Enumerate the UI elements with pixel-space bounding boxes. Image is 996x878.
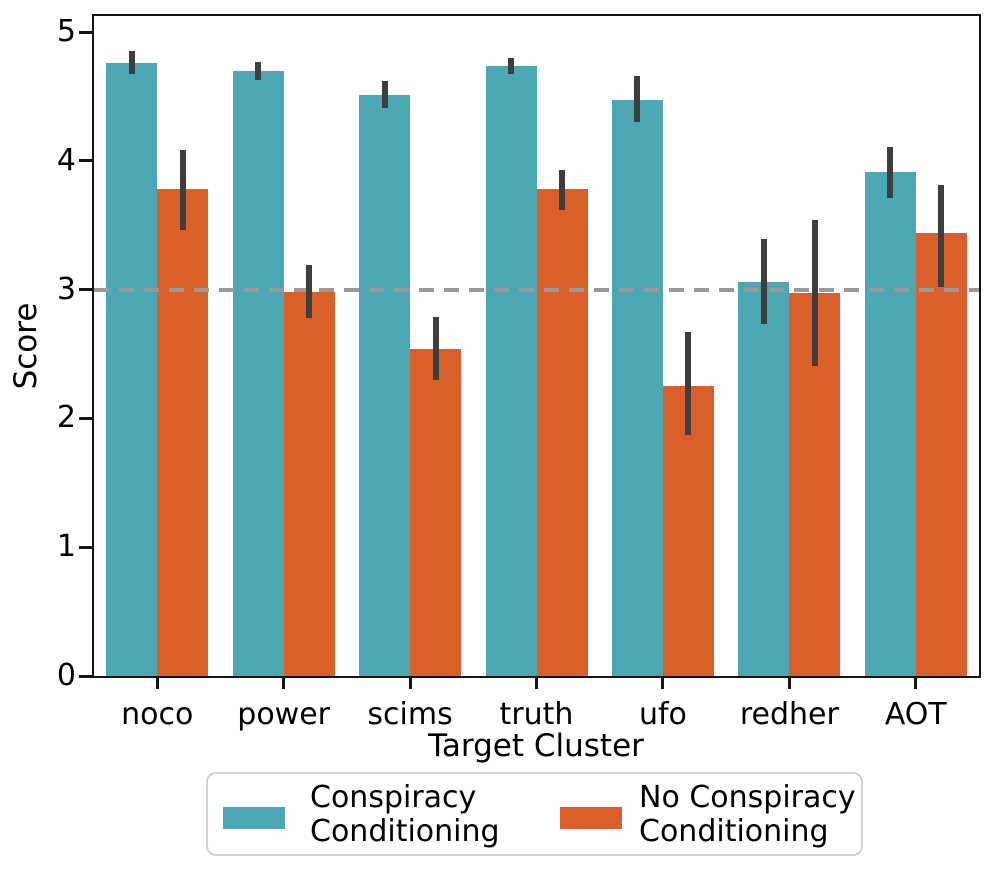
error-bar-noco-conspiracy xyxy=(128,51,135,75)
legend-swatch-no-conspiracy-conditioning xyxy=(560,807,622,829)
legend-label-line: Conspiracy xyxy=(310,780,477,815)
x-tick-mark xyxy=(914,676,918,689)
error-bar-AOT-no-conspiracy xyxy=(938,185,945,288)
y-tick-label: 2 xyxy=(56,400,76,436)
bar-redher-conspiracy xyxy=(738,281,790,676)
x-tick-mark xyxy=(787,676,791,689)
error-bar-scims-conspiracy xyxy=(381,80,388,108)
bar-scims-conspiracy xyxy=(359,95,411,676)
y-tick-mark xyxy=(79,674,92,678)
bar-noco-conspiracy xyxy=(106,62,158,676)
error-bar-ufo-conspiracy xyxy=(634,75,641,123)
y-tick-mark xyxy=(79,30,92,34)
y-axis-title: Score xyxy=(8,302,44,390)
bar-truth-no-conspiracy xyxy=(536,189,588,676)
x-tick-mark xyxy=(535,676,538,689)
legend-label-line: No Conspiracy xyxy=(639,780,856,815)
legend-label-no-conspiracy-conditioning: No Conspiracy Conditioning xyxy=(639,781,856,849)
x-tick-mark xyxy=(661,676,665,689)
x-tick-label-truth: truth xyxy=(499,697,574,732)
x-tick-mark xyxy=(408,676,412,689)
x-axis-title: Target Cluster xyxy=(428,728,644,764)
x-tick-mark xyxy=(155,676,159,689)
y-tick-mark xyxy=(79,159,92,163)
bar-power-no-conspiracy xyxy=(283,292,335,676)
x-tick-label-AOT: AOT xyxy=(884,697,947,732)
error-bar-truth-no-conspiracy xyxy=(559,169,565,210)
reference-line xyxy=(94,287,979,292)
legend: Conspiracy Conditioning No Conspiracy Co… xyxy=(206,772,863,856)
plot-area: 0 1 2 3 4 5 noco power scims truth ufo redher AOT xyxy=(57,14,981,732)
y-tick-mark xyxy=(79,416,92,420)
y-tick-label: 5 xyxy=(56,14,76,49)
error-bar-noco-no-conspiracy xyxy=(179,150,186,231)
bar-ufo-conspiracy xyxy=(611,100,663,676)
bar-power-conspiracy xyxy=(232,70,284,676)
y-tick-mark xyxy=(79,545,92,549)
x-tick-label-ufo: ufo xyxy=(638,697,687,732)
bar-scims-no-conspiracy xyxy=(410,348,462,676)
y-tick-label: 0 xyxy=(56,658,76,693)
x-tick-label-redher: redher xyxy=(739,697,839,732)
y-tick-label: 3 xyxy=(56,271,76,307)
legend-label-line: Conditioning xyxy=(310,814,500,849)
bar-AOT-no-conspiracy xyxy=(915,232,967,676)
bar-noco-no-conspiracy xyxy=(157,189,209,676)
x-tick-label-scims: scims xyxy=(367,697,453,732)
legend-label-conspiracy-conditioning: Conspiracy Conditioning xyxy=(310,781,500,849)
y-tick-label: 4 xyxy=(56,142,76,178)
error-bar-AOT-conspiracy xyxy=(887,146,894,199)
error-bar-redher-conspiracy xyxy=(760,239,767,325)
bar-AOT-conspiracy xyxy=(864,172,916,676)
x-tick-mark xyxy=(282,676,286,689)
legend-swatch-conspiracy-conditioning xyxy=(223,807,285,829)
error-bar-power-no-conspiracy xyxy=(306,265,313,318)
y-tick-mark xyxy=(79,288,92,292)
error-bar-ufo-no-conspiracy xyxy=(685,332,692,436)
bar-truth-conspiracy xyxy=(485,65,537,676)
x-tick-label-power: power xyxy=(237,697,331,732)
y-tick-label: 1 xyxy=(56,529,76,565)
legend-label-line: Conditioning xyxy=(639,814,829,849)
error-bar-redher-no-conspiracy xyxy=(811,220,818,366)
error-bar-truth-conspiracy xyxy=(508,57,514,75)
x-tick-label-noco: noco xyxy=(121,697,194,732)
error-bar-power-conspiracy xyxy=(255,61,262,80)
error-bar-scims-no-conspiracy xyxy=(432,316,439,380)
